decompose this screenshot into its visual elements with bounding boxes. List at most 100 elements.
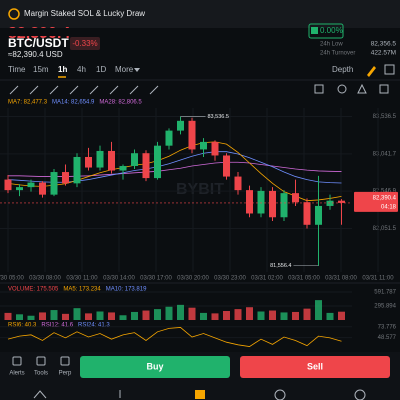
banner-text[interactable]: Margin Staked SOL & Lucky Draw (24, 9, 145, 18)
interval-tab[interactable]: 4h (77, 65, 86, 74)
interval-tab[interactable]: 1h (58, 65, 67, 74)
volume-tick-label: 591.787 (374, 290, 396, 296)
nav-icon[interactable] (274, 389, 286, 400)
buy-button[interactable] (80, 356, 230, 378)
candle-body (131, 153, 138, 167)
candle-body (223, 155, 230, 177)
banner[interactable] (0, 0, 400, 28)
nav-icon[interactable] (33, 390, 47, 399)
sell-label[interactable]: Sell (307, 361, 323, 371)
y-tick-label: 83,536.5 (373, 114, 397, 120)
candle-body (280, 193, 288, 218)
volume-bar (223, 311, 230, 320)
interval-tab[interactable]: 15m (33, 65, 49, 74)
volume-bar (338, 311, 345, 320)
rsi6-line (7, 327, 342, 347)
usd-price: ≈82,390.4 USD (8, 50, 63, 59)
interval-tab[interactable]: 1D (96, 65, 106, 74)
tool-icon[interactable] (149, 85, 159, 95)
volume-bar (16, 314, 23, 320)
interval-tab[interactable]: More (115, 65, 134, 74)
banner-icon (8, 8, 20, 20)
volume-bar (73, 308, 81, 320)
draw-icon[interactable] (367, 66, 376, 77)
sell-button[interactable] (240, 356, 390, 378)
x-tick-label: 03/30 05:00 (0, 276, 25, 282)
volume-bar (165, 306, 173, 320)
x-tick-label: 03/30 23:00 (214, 276, 246, 282)
turnover-value: 422.57M (371, 50, 396, 57)
tool-icon[interactable] (89, 85, 99, 95)
candle-body (338, 200, 345, 203)
volume-bar (131, 311, 138, 320)
rsi-legend-item: RSI12: 41.6 (41, 323, 73, 329)
tool-icon[interactable] (12, 356, 22, 366)
x-tick-label: 03/30 08:00 (29, 276, 61, 282)
depth-tab[interactable]: Depth (332, 65, 353, 74)
tool-label[interactable]: Tools (34, 371, 48, 377)
volume-bar (119, 315, 127, 320)
tool-icon[interactable] (29, 85, 39, 95)
volume-bar (269, 310, 276, 320)
candle-body (62, 172, 69, 184)
volume-bar (246, 307, 253, 320)
candle-body (96, 150, 104, 168)
volume-legend-item: MA10: 173.819 (106, 287, 147, 293)
change: -0.33% (72, 39, 97, 48)
volume-bar (177, 304, 184, 320)
y-tick-label: 82,546.9 (373, 189, 397, 195)
tool-icon[interactable] (379, 84, 389, 94)
candle-body (303, 202, 311, 225)
candle-body (50, 172, 58, 195)
candle-body (165, 130, 173, 146)
volume-bar (154, 309, 161, 320)
tool-icon[interactable] (357, 83, 367, 94)
x-tick-label: 03/30 17:00 (140, 276, 172, 282)
candle-body (269, 190, 276, 218)
candle-body (27, 182, 35, 188)
right-change-icon (311, 27, 318, 34)
tool-icon[interactable] (129, 85, 139, 95)
volume-bar (188, 307, 196, 320)
rsi-tick-label: 73.776 (378, 324, 397, 330)
candle-body (16, 187, 23, 191)
volume-bar (62, 313, 69, 320)
volume-bar (142, 310, 150, 320)
volume-bar (303, 308, 311, 320)
tool-icon[interactable] (337, 84, 347, 94)
candle-body (108, 150, 115, 171)
tool-icon[interactable] (49, 85, 59, 95)
volume-bar (108, 312, 115, 320)
x-tick-label: 03/31 08:00 (325, 276, 357, 282)
tool-label[interactable]: Perp (59, 371, 72, 377)
candle-body (73, 156, 81, 184)
interval-tab[interactable]: Time (8, 65, 26, 74)
volume-bar (4, 312, 12, 320)
nav-icon[interactable] (354, 389, 366, 400)
candle-body (39, 182, 46, 195)
volume-bar (211, 313, 219, 320)
tool-icon[interactable] (60, 356, 70, 366)
volume-tick-label: 295.894 (374, 304, 396, 310)
nav-icon[interactable] (195, 390, 205, 399)
candle-body (4, 179, 12, 191)
buy-label[interactable]: Buy (146, 361, 163, 371)
candle-body (200, 141, 207, 150)
pair[interactable]: BTC/USDT (8, 36, 69, 50)
candle-body (292, 193, 299, 203)
y-tick-label: 83,041.7 (373, 151, 397, 157)
settings-icon[interactable] (384, 64, 395, 75)
tool-icon[interactable] (69, 85, 79, 95)
tool-icon[interactable] (314, 84, 324, 94)
candle-body (119, 166, 127, 171)
tool-icon[interactable] (9, 85, 19, 95)
tool-icon[interactable] (36, 356, 46, 366)
volume-bar (234, 309, 242, 320)
rsi-tick-label: 48.577 (378, 335, 397, 341)
tool-icon[interactable] (109, 85, 119, 95)
tool-label[interactable]: Alerts (9, 371, 24, 377)
clip-band (0, 28, 400, 36)
last-price-label: 82,390.4 (373, 195, 397, 201)
y-tick-label: 82,051.5 (373, 226, 397, 232)
volume-bar (315, 300, 322, 320)
